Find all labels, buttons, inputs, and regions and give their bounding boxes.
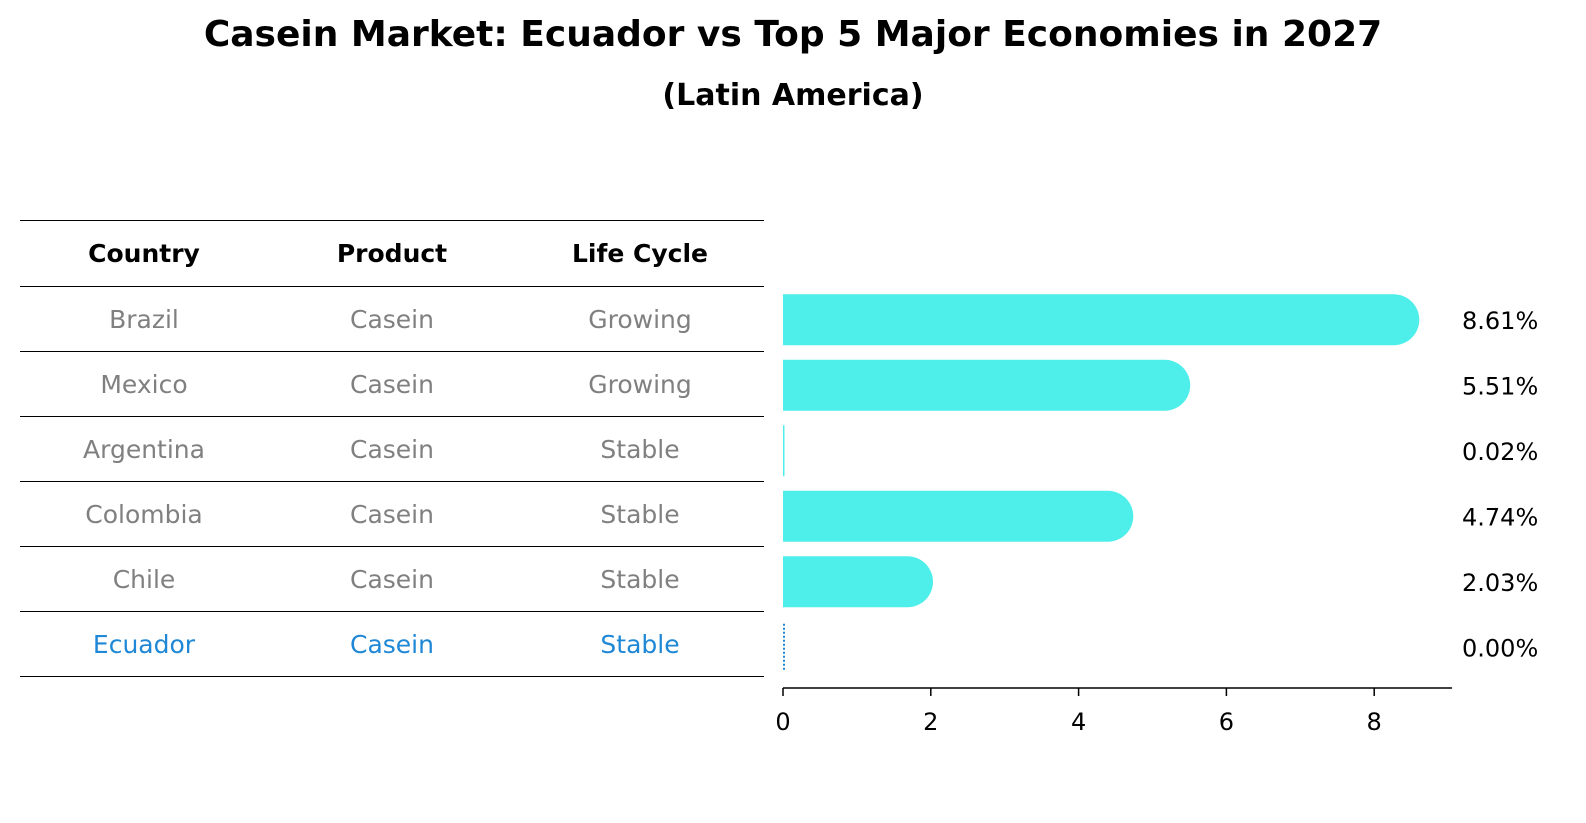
cell-country: Chile <box>112 564 176 594</box>
cell-country: Argentina <box>83 434 205 464</box>
cell-product: Casein <box>350 304 434 334</box>
chart-subtitle: (Latin America) <box>662 78 924 113</box>
cell-product: Casein <box>350 564 434 594</box>
table-row: Colombia Casein Stable <box>20 482 764 547</box>
bar-argentina <box>783 425 785 477</box>
cell-life-cycle: Stable <box>600 434 680 464</box>
cell-country: Ecuador <box>92 629 196 659</box>
cell-life-cycle: Growing <box>588 369 692 399</box>
table-row: Argentina Casein Stable <box>20 417 764 482</box>
table-row: Chile Casein Stable <box>20 547 764 612</box>
cell-country: Colombia <box>85 499 203 529</box>
value-label: 5.51% <box>1462 372 1538 400</box>
value-label: 8.61% <box>1462 307 1538 335</box>
chart-title: Casein Market: Ecuador vs Top 5 Major Ec… <box>203 14 1383 55</box>
table-header-row: Country Product Life Cycle <box>20 220 764 287</box>
header-life-cycle: Life Cycle <box>571 239 709 268</box>
cell-life-cycle: Stable <box>600 499 680 529</box>
header-country: Country <box>88 239 200 268</box>
bar-chile <box>783 556 934 608</box>
value-label: 0.00% <box>1462 634 1538 662</box>
cell-country: Brazil <box>109 304 179 334</box>
cell-product: Casein <box>350 629 434 659</box>
table-row: Brazil Casein Growing <box>20 287 764 352</box>
cell-life-cycle: Stable <box>600 564 680 594</box>
bar-colombia <box>783 490 1134 542</box>
table-row: Mexico Casein Growing <box>20 352 764 417</box>
table-row-highlighted: Ecuador Casein Stable <box>20 612 764 677</box>
header-product: Product <box>336 239 448 268</box>
x-tick-label: 4 <box>1071 708 1086 736</box>
bar-mexico <box>783 359 1191 411</box>
value-label: 0.02% <box>1462 438 1538 466</box>
x-tick-label: 0 <box>775 708 790 736</box>
cell-product: Casein <box>350 499 434 529</box>
x-tick-label: 2 <box>923 708 938 736</box>
cell-country: Mexico <box>100 369 188 399</box>
value-label: 4.74% <box>1462 503 1538 531</box>
data-table: Country Product Life Cycle Brazil Casein… <box>20 220 764 677</box>
cell-product: Casein <box>350 369 434 399</box>
cell-product: Casein <box>350 434 434 464</box>
value-label: 2.03% <box>1462 569 1538 597</box>
x-tick-label: 6 <box>1219 708 1234 736</box>
bar-brazil <box>783 294 1420 346</box>
cell-life-cycle: Growing <box>588 304 692 334</box>
cell-life-cycle: Stable <box>600 629 680 659</box>
x-tick-label: 8 <box>1367 708 1382 736</box>
